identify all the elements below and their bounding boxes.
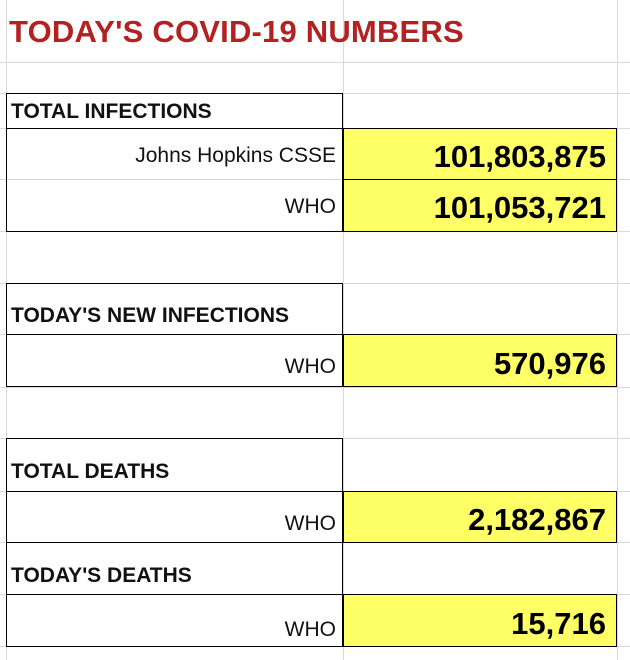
value-who-total-infections: 101,053,721	[433, 190, 606, 225]
value-cell-who-new-infections[interactable]: 570,976	[343, 334, 617, 387]
value-who-todays-deaths: 15,716	[511, 606, 606, 641]
source-cell-group[interactable]	[6, 128, 343, 232]
gridline-vertical	[343, 0, 344, 660]
value-who-new-infections: 570,976	[493, 346, 606, 381]
source-label-who: WHO	[284, 195, 336, 218]
section-label-todays-deaths: TODAY'S DEATHS	[11, 564, 192, 587]
source-cell[interactable]	[6, 594, 343, 647]
value-cell-who-total-infections[interactable]: 101,053,721	[343, 179, 617, 232]
gridline-vertical	[617, 0, 618, 660]
source-label-who: WHO	[284, 512, 336, 535]
value-cell-who-todays-deaths[interactable]: 15,716	[343, 594, 617, 647]
source-label-who: WHO	[284, 355, 336, 378]
value-cell-who-total-deaths[interactable]: 2,182,867	[343, 491, 617, 543]
section-label-total-infections: TOTAL INFECTIONS	[11, 100, 212, 123]
section-label-new-infections: TODAY'S NEW INFECTIONS	[11, 304, 290, 327]
gridline-horizontal	[0, 179, 630, 180]
value-jhu-total-infections: 101,803,875	[433, 139, 606, 174]
gridline-horizontal	[0, 62, 630, 63]
source-label-jhu: Johns Hopkins CSSE	[135, 144, 336, 167]
value-cell-jhu-total-infections[interactable]: 101,803,875	[343, 128, 617, 180]
source-cell[interactable]	[6, 334, 343, 387]
source-label-who: WHO	[284, 618, 336, 641]
gridline-horizontal	[0, 387, 630, 388]
page-title[interactable]: TODAY'S COVID-19 NUMBERS	[9, 14, 464, 49]
section-label-total-deaths: TOTAL DEATHS	[11, 460, 170, 483]
value-who-total-deaths: 2,182,867	[468, 502, 606, 537]
